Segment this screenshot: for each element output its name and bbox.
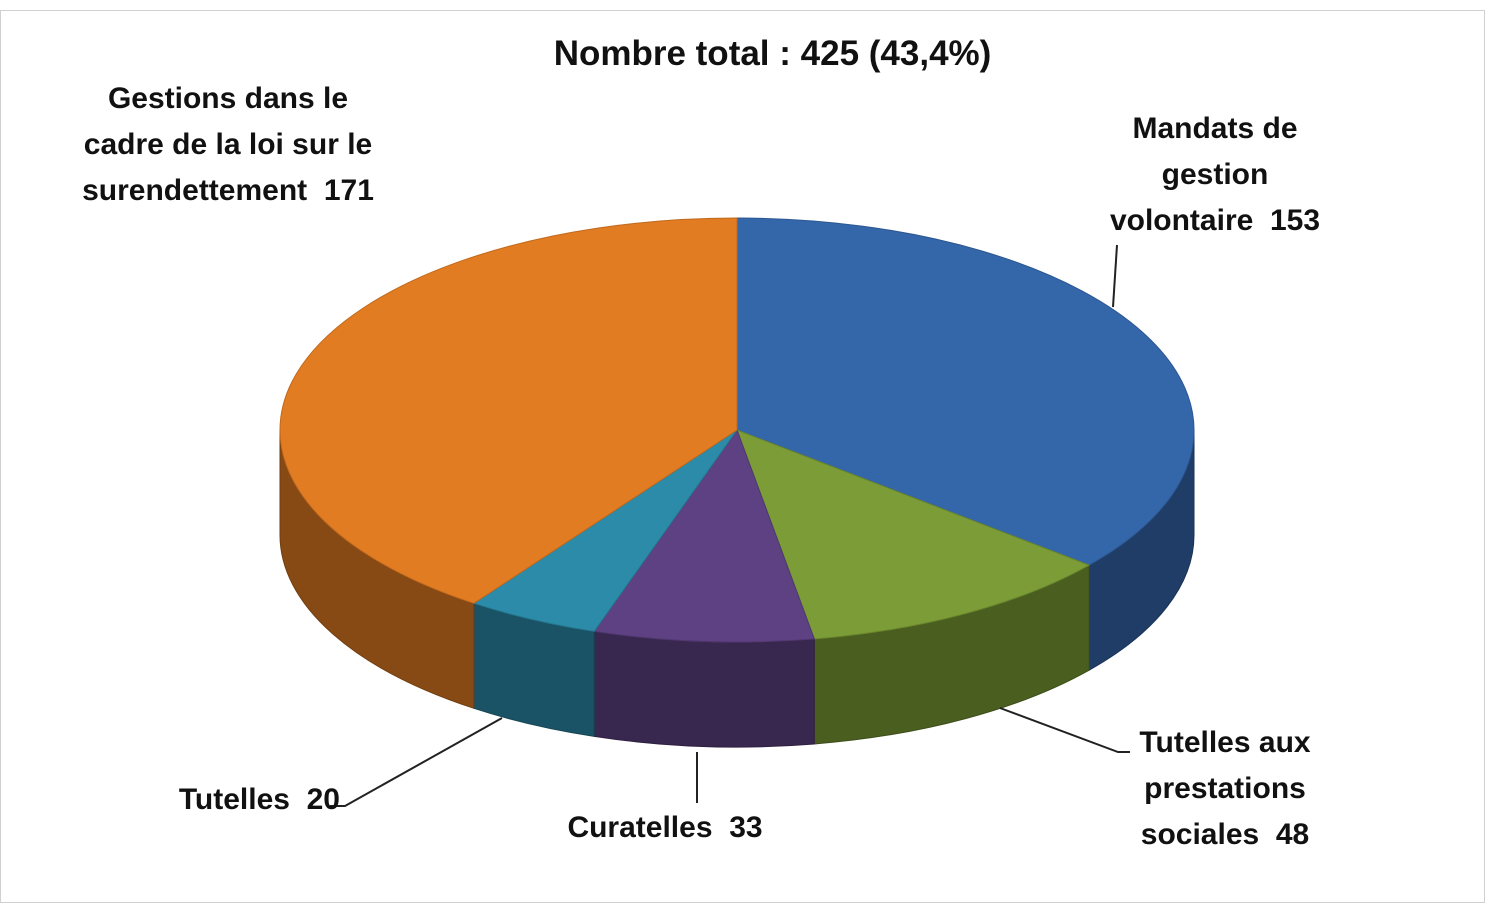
category-name: Gestions dans le cadre de la loi sur le …	[82, 82, 373, 207]
slice-label: Gestions dans le cadre de la loi sur le …	[78, 76, 378, 214]
value-label: 20	[306, 783, 340, 816]
category-name: Tutelles aux prestations sociales	[1139, 726, 1311, 851]
category-name: Mandats de gestion volontaire	[1109, 112, 1298, 237]
leader-lines	[330, 244, 1130, 807]
slice	[736, 429, 1091, 640]
slice-label: Curatelles 33	[520, 805, 810, 851]
leader-line	[999, 707, 1130, 753]
category-name: Curatelles	[567, 811, 713, 844]
value-label: 171	[323, 174, 374, 207]
slice-label: Mandats de gestion volontaire 153	[1085, 106, 1345, 244]
value-label: 48	[1275, 818, 1310, 851]
leader-line	[1112, 244, 1118, 308]
slice	[279, 217, 738, 604]
slice-side	[593, 630, 815, 748]
leader-line	[330, 717, 503, 807]
value-label: 33	[729, 811, 763, 844]
value-label: 153	[1269, 204, 1321, 237]
slice-label: Tutelles 20	[100, 777, 340, 823]
chart-title: Nombre total : 425 (43,4%)	[553, 34, 992, 73]
slice-label: Tutelles aux prestations sociales 48	[1120, 720, 1330, 858]
slice	[593, 428, 816, 643]
category-name: Tutelles	[178, 783, 290, 816]
slice	[736, 217, 1195, 566]
